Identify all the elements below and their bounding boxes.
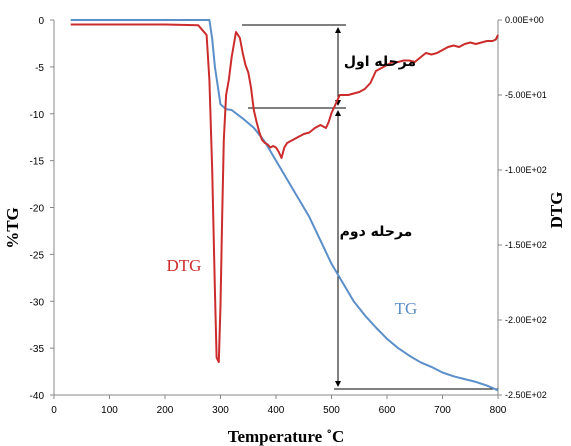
y-left-tick-label: -10 — [30, 110, 45, 121]
x-axis-ticks: 0 100 200 300 400 500 600 700 800 — [51, 395, 507, 416]
y-left-axis-title: %TG — [3, 207, 22, 249]
x-axis-title: Temperature ˚C — [228, 427, 345, 446]
stage-one-label: مرحله اول — [344, 54, 416, 70]
x-tick-label: 800 — [490, 405, 507, 416]
y-right-tick-label: -1.00E+02 — [505, 165, 547, 175]
stage-two-label: مرحله دوم — [340, 224, 413, 240]
x-tick-label: 0 — [51, 405, 57, 416]
y-left-tick-label: -20 — [30, 204, 45, 215]
data-series — [70, 19, 499, 392]
stage-annotations — [242, 24, 498, 390]
dtg-series-line — [70, 23, 499, 363]
tg-series-label: TG — [395, 299, 418, 318]
x-tick-label: 500 — [323, 405, 340, 416]
tg-series-line — [70, 19, 499, 392]
y-right-tick-label: -2.00E+02 — [505, 315, 547, 325]
x-tick-label: 700 — [434, 405, 451, 416]
y-right-axis-ticks: 0.00E+00 -5.00E+01 -1.00E+02 -1.50E+02 -2.00… — [498, 15, 547, 400]
y-left-tick-label: -40 — [30, 391, 45, 402]
x-tick-label: 100 — [101, 405, 118, 416]
x-tick-label: 200 — [157, 405, 174, 416]
y-right-tick-label: -5.00E+01 — [505, 90, 547, 100]
x-tick-label: 600 — [379, 405, 396, 416]
y-left-tick-label: -5 — [35, 63, 44, 74]
y-left-axis-ticks: 0 -5 -10 -15 -20 -25 -30 -35 -40 — [30, 16, 54, 402]
plot-frame — [53, 20, 499, 396]
x-tick-label: 400 — [268, 405, 285, 416]
y-right-axis-title: DTG — [547, 192, 566, 229]
y-right-tick-label: -1.50E+02 — [505, 240, 547, 250]
dtg-series-label: DTG — [167, 256, 202, 275]
y-left-tick-label: -30 — [30, 297, 45, 308]
y-left-tick-label: -15 — [30, 157, 45, 168]
y-left-tick-label: -25 — [30, 250, 45, 261]
y-left-tick-label: 0 — [38, 16, 44, 27]
y-right-tick-label: 0.00E+00 — [505, 15, 544, 25]
y-left-tick-label: -35 — [30, 344, 45, 355]
y-right-tick-label: -2.50E+02 — [505, 390, 547, 400]
x-tick-label: 300 — [212, 405, 229, 416]
